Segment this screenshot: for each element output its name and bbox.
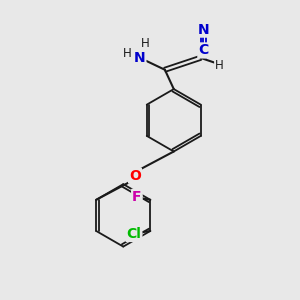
Text: N: N [134, 51, 146, 65]
Text: H: H [141, 37, 149, 50]
Text: H: H [123, 47, 131, 60]
Text: C: C [198, 44, 208, 57]
Text: H: H [214, 59, 223, 72]
Text: O: O [129, 169, 141, 183]
Text: Cl: Cl [127, 227, 141, 241]
Text: F: F [132, 190, 142, 204]
Text: N: N [198, 22, 209, 37]
